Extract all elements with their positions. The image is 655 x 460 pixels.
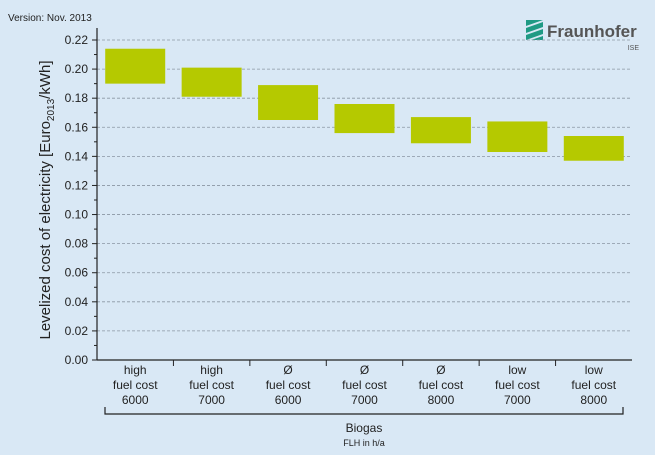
x-tick-label: low: [508, 363, 526, 377]
group-bracket: [104, 407, 624, 415]
range-bar: [258, 85, 319, 120]
range-bar: [410, 117, 471, 144]
y-tick-label: 0.06: [65, 266, 89, 280]
y-tick-label: 0.10: [65, 208, 89, 222]
x-tick-label: fuel cost: [495, 378, 540, 392]
bars: [105, 48, 624, 161]
y-tick-label: 0.22: [65, 33, 89, 47]
x-tick-label: 7000: [198, 393, 225, 407]
x-tick-label: fuel cost: [113, 378, 158, 392]
x-tick-label: 8000: [428, 393, 455, 407]
x-tick-label: fuel cost: [189, 378, 234, 392]
x-tick-label: fuel cost: [266, 378, 311, 392]
y-tick-label: 0.18: [65, 91, 89, 105]
y-tick-label: 0.08: [65, 237, 89, 251]
range-bar: [181, 67, 242, 97]
version-label: Version: Nov. 2013: [8, 13, 92, 24]
fraunhofer-logo: Fraunhofer ISE: [526, 20, 639, 52]
x-tick-label: 6000: [275, 393, 302, 407]
x-tick-label: 8000: [580, 393, 607, 407]
y-tick-label: 0.16: [65, 120, 89, 134]
x-tick-label: fuel cost: [342, 378, 387, 392]
x-tick-label: fuel cost: [419, 378, 464, 392]
range-bar: [487, 121, 548, 152]
fraunhofer-logo-icon: [526, 20, 543, 40]
x-tick-label: fuel cost: [571, 378, 616, 392]
group-sublabel: FLH in h/a: [343, 438, 385, 448]
x-tick-label: low: [585, 363, 603, 377]
x-tick-label: Ø: [436, 363, 445, 377]
y-tick-label: 0.00: [65, 353, 89, 367]
axes: [92, 28, 632, 366]
logo-subtext: ISE: [628, 45, 640, 52]
y-axis-label: Levelized cost of electricity [Euro2013/…: [37, 60, 57, 339]
x-tick-label: Ø: [360, 363, 369, 377]
x-tick-label: 6000: [122, 393, 149, 407]
x-tick-label: high: [124, 363, 147, 377]
group-label: Biogas: [346, 421, 383, 435]
y-tick-label: 0.20: [65, 62, 89, 76]
y-tick-label: 0.02: [65, 324, 89, 338]
range-bar: [563, 136, 624, 161]
range-bar: [334, 104, 395, 134]
grid-lines: [97, 39, 632, 332]
x-tick-label: 7000: [351, 393, 378, 407]
logo-text: Fraunhofer: [547, 22, 637, 41]
y-tick-label: 0.12: [65, 178, 89, 192]
x-tick-label: Ø: [283, 363, 292, 377]
y-tick-label: 0.04: [65, 295, 89, 309]
y-tick-labels: 0.00 0.02 0.04 0.06 0.08 0.10 0.12 0.14 0.16 0.18…: [65, 33, 89, 367]
range-bar: [105, 48, 166, 84]
x-tick-label: high: [200, 363, 223, 377]
x-tick-label: 7000: [504, 393, 531, 407]
y-tick-label: 0.14: [65, 149, 89, 163]
